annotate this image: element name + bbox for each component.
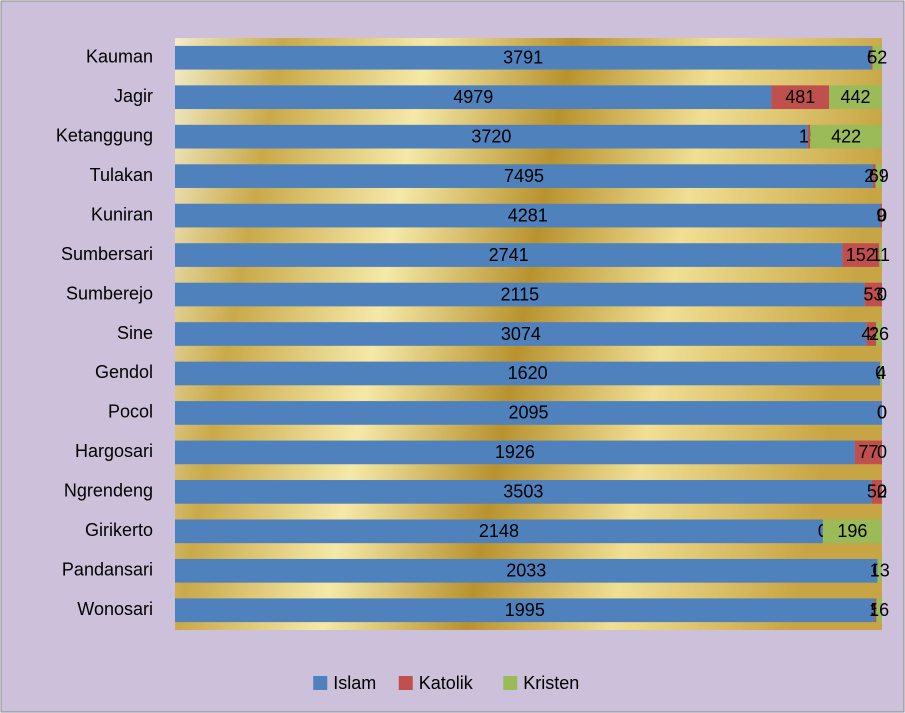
y-tick-label: Gendol bbox=[95, 362, 153, 382]
bar-segment bbox=[175, 45, 872, 70]
data-label: 152 bbox=[846, 245, 876, 265]
data-label: 3720 bbox=[471, 126, 511, 146]
bar-segment bbox=[810, 124, 882, 149]
bar-segment bbox=[879, 243, 882, 267]
data-label: 3791 bbox=[503, 47, 543, 67]
data-label: 2148 bbox=[479, 521, 519, 541]
data-label: 77 bbox=[858, 442, 878, 462]
bar-segment bbox=[175, 480, 872, 504]
bar-segment bbox=[175, 598, 875, 623]
y-tick-label: Tulakan bbox=[90, 165, 153, 185]
legend-swatch bbox=[313, 676, 328, 690]
legend-swatch bbox=[398, 676, 413, 690]
bar-segment bbox=[871, 480, 882, 504]
data-label: 2095 bbox=[508, 403, 548, 423]
bar-segment bbox=[872, 45, 882, 70]
data-label: 0 bbox=[877, 284, 887, 304]
bar-segment bbox=[822, 519, 882, 544]
bar-segment bbox=[807, 124, 811, 149]
bar-segment bbox=[175, 124, 808, 149]
y-tick-label: Kuniran bbox=[91, 204, 153, 224]
bar-segment bbox=[829, 85, 882, 110]
bar-segment bbox=[771, 85, 830, 110]
bar-segment bbox=[175, 85, 772, 110]
data-label: 0 bbox=[877, 403, 887, 423]
legend-swatch bbox=[503, 676, 518, 690]
bar-segment bbox=[854, 440, 882, 465]
bar-segment bbox=[175, 440, 855, 465]
data-label: 53 bbox=[863, 284, 883, 304]
bar-segment bbox=[874, 598, 877, 623]
data-label: 481 bbox=[785, 87, 815, 107]
data-label: 26 bbox=[869, 324, 889, 344]
data-label: 0 bbox=[877, 205, 887, 225]
bar-segment bbox=[864, 282, 882, 307]
data-label: 3074 bbox=[501, 324, 541, 344]
y-tick-label: Ketanggung bbox=[56, 125, 153, 145]
bar-segment bbox=[175, 203, 881, 228]
y-tick-label: Girikerto bbox=[85, 520, 153, 540]
data-label: 2033 bbox=[506, 561, 546, 581]
bar-segment bbox=[175, 558, 878, 583]
data-label: 1620 bbox=[508, 363, 548, 383]
legend-label: Katolik bbox=[419, 673, 474, 693]
bar-segment bbox=[876, 322, 882, 346]
data-label: 0 bbox=[877, 442, 887, 462]
data-label: 9 bbox=[876, 205, 886, 225]
data-label: 4281 bbox=[508, 205, 548, 225]
bar-segment bbox=[842, 243, 880, 267]
bar-segment bbox=[880, 361, 882, 386]
data-label: 4979 bbox=[453, 87, 493, 107]
legend-label: Islam bbox=[333, 673, 376, 693]
y-tick-label: Sine bbox=[117, 323, 153, 343]
legend-label: Kristen bbox=[523, 673, 579, 693]
y-tick-label: Pocol bbox=[108, 402, 153, 422]
bar-segment bbox=[175, 519, 823, 544]
bar-segment bbox=[872, 164, 876, 188]
y-tick-label: Pandansari bbox=[62, 560, 153, 580]
bar-segment bbox=[175, 322, 867, 346]
data-label: 16 bbox=[869, 600, 889, 620]
y-tick-label: Hargosari bbox=[75, 441, 153, 461]
bar-segment bbox=[877, 558, 882, 583]
data-label: 1995 bbox=[505, 600, 545, 620]
y-tick-label: Kauman bbox=[86, 46, 153, 66]
bar-segment bbox=[175, 401, 882, 425]
data-label: 52 bbox=[867, 482, 887, 502]
bar-segment bbox=[866, 322, 877, 346]
y-tick-label: Jagir bbox=[114, 86, 153, 106]
data-label: 2741 bbox=[489, 245, 529, 265]
data-label: 0 bbox=[877, 403, 887, 423]
data-label: 442 bbox=[841, 87, 871, 107]
bar-segment bbox=[876, 598, 882, 623]
bar-segment bbox=[175, 164, 873, 188]
bar-segment bbox=[175, 361, 881, 386]
data-label: 69 bbox=[869, 166, 889, 186]
data-label: 11 bbox=[871, 245, 890, 265]
data-label: 13 bbox=[870, 561, 890, 581]
y-tick-label: Sumberejo bbox=[66, 283, 153, 303]
bar-segment bbox=[175, 243, 843, 267]
bar-segment bbox=[880, 203, 882, 228]
data-label: 422 bbox=[831, 126, 861, 146]
y-tick-label: Sumbersari bbox=[61, 244, 153, 264]
data-label: 2115 bbox=[500, 284, 539, 304]
bar-segment bbox=[871, 45, 873, 70]
bar-segment bbox=[175, 282, 865, 307]
data-label: 0 bbox=[877, 482, 887, 502]
bar-segment bbox=[875, 164, 882, 188]
y-tick-label: Ngrendeng bbox=[64, 481, 153, 501]
data-label: 1926 bbox=[495, 442, 535, 462]
data-label: 52 bbox=[867, 47, 887, 67]
data-label: 7495 bbox=[504, 166, 544, 186]
data-label: 3503 bbox=[503, 482, 543, 502]
data-label: 5 bbox=[871, 600, 881, 620]
y-tick-label: Wonosari bbox=[77, 599, 153, 619]
data-label: 6 bbox=[867, 47, 877, 67]
data-label: 4 bbox=[876, 363, 886, 383]
data-label: 196 bbox=[837, 521, 867, 541]
